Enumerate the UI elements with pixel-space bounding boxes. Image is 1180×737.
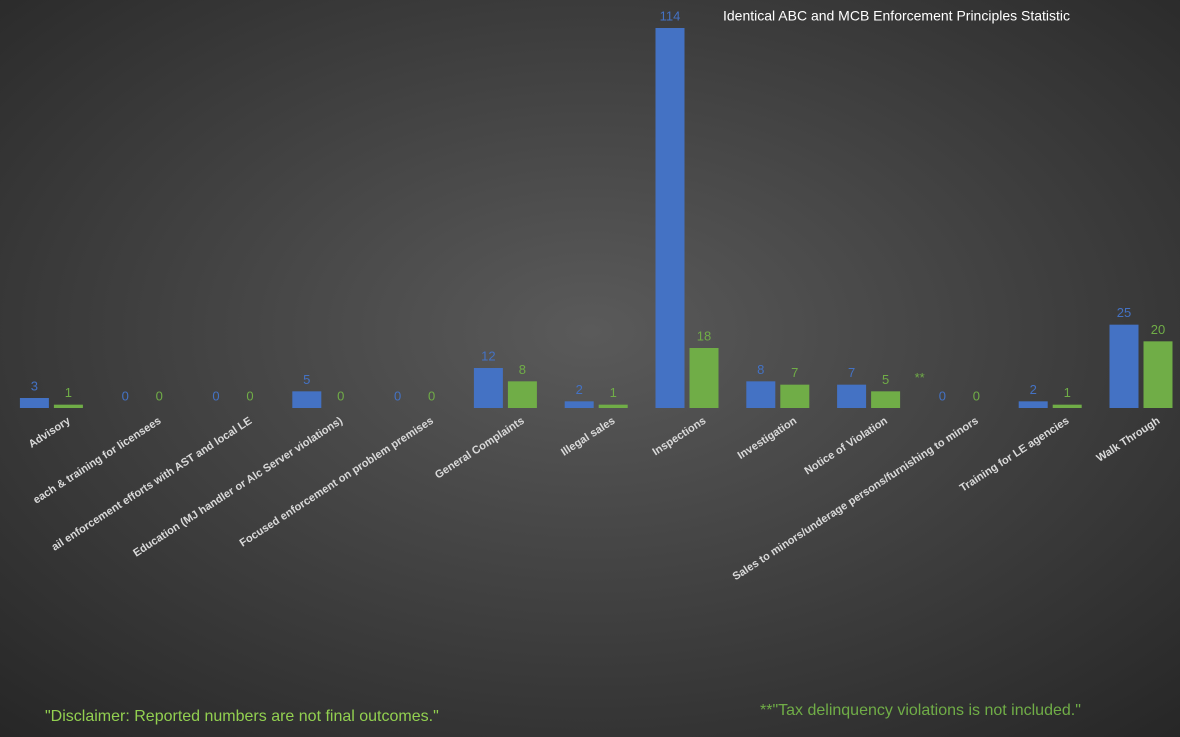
value-label: 0 — [337, 388, 344, 403]
value-label: 8 — [519, 362, 526, 377]
bar — [1018, 401, 1048, 408]
bar — [1143, 341, 1173, 408]
bar — [564, 401, 594, 408]
footnote: **"Tax delinquency violations is not inc… — [760, 702, 1081, 719]
value-label: 0 — [212, 388, 219, 403]
value-label: 8 — [757, 362, 764, 377]
value-label: 0 — [973, 388, 980, 403]
value-label: 1 — [65, 385, 72, 400]
bar — [1109, 324, 1139, 408]
value-label: 7 — [848, 365, 855, 380]
value-label: 0 — [939, 388, 946, 403]
value-label: 0 — [156, 388, 163, 403]
bar — [507, 381, 537, 408]
value-label: 0 — [246, 388, 253, 403]
value-label: 0 — [122, 388, 129, 403]
value-label: 2 — [1030, 382, 1037, 397]
bar — [1052, 404, 1082, 408]
value-label: 5 — [882, 372, 889, 387]
value-label: 114 — [660, 8, 681, 23]
bar — [689, 348, 719, 408]
value-label: 0 — [394, 388, 401, 403]
value-label: 7 — [791, 365, 798, 380]
bar — [53, 404, 83, 408]
bar — [598, 404, 628, 408]
value-label: 12 — [481, 348, 495, 363]
annotation: ** — [915, 370, 925, 385]
bar — [473, 368, 503, 408]
bar — [19, 398, 49, 408]
bar — [746, 381, 776, 408]
value-label: 1 — [610, 385, 617, 400]
value-label: 0 — [428, 388, 435, 403]
value-label: 3 — [31, 378, 38, 393]
value-label: 25 — [1117, 305, 1131, 320]
chart-title: Identical ABC and MCB Enforcement Princi… — [723, 8, 1070, 24]
bar — [780, 384, 810, 408]
bar — [655, 28, 685, 408]
bar — [292, 391, 322, 408]
bar — [837, 384, 867, 408]
value-label: 1 — [1064, 385, 1071, 400]
bar — [871, 391, 901, 408]
value-label: 2 — [576, 382, 583, 397]
value-label: 20 — [1151, 322, 1165, 337]
value-label: 5 — [303, 372, 310, 387]
disclaimer: "Disclaimer: Reported numbers are not fi… — [45, 708, 439, 725]
value-label: 18 — [697, 328, 711, 343]
